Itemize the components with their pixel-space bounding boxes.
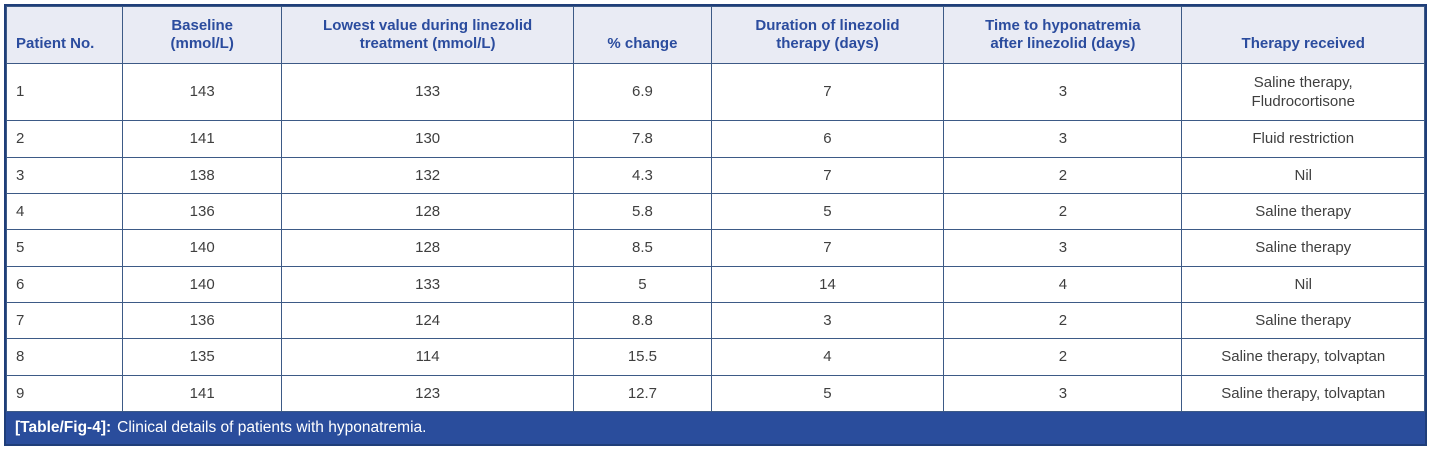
table-row: 6 140 133 5 14 4 Nil xyxy=(5,265,1425,304)
cell: 4 xyxy=(710,338,945,376)
cell: 3 xyxy=(710,302,945,340)
cell: 2 xyxy=(5,120,124,158)
table-row: 4 136 128 5.8 5 2 Saline therapy xyxy=(5,193,1425,231)
clinical-details-table-frame: Patient No. Baseline (mmol/L) Lowest value… xyxy=(4,4,1427,446)
cell: Nil xyxy=(1181,156,1425,195)
cell: 5.8 xyxy=(573,193,712,231)
column-header: Therapy received xyxy=(1181,6,1425,64)
table-row: 8 135 114 15.5 4 2 Saline therapy, tolvaptan xyxy=(5,338,1425,376)
table-row: 7 136 124 8.8 3 2 Saline therapy xyxy=(5,302,1425,340)
cell: 2 xyxy=(943,302,1183,340)
table-row: 2 141 130 7.8 6 3 Fluid restriction xyxy=(5,120,1425,158)
cell: 5 xyxy=(573,265,712,304)
cell: 136 xyxy=(122,193,283,231)
cell: 1 xyxy=(5,62,124,122)
cell: Saline therapy, Fludrocortisone xyxy=(1181,62,1425,122)
cell: 132 xyxy=(281,156,575,195)
cell: 3 xyxy=(943,120,1183,158)
cell: 7.8 xyxy=(573,120,712,158)
cell: 135 xyxy=(122,338,283,376)
cell: 7 xyxy=(710,156,945,195)
cell: 8.8 xyxy=(573,302,712,340)
cell: 9 xyxy=(5,374,124,413)
cell: 133 xyxy=(281,265,575,304)
cell: 15.5 xyxy=(573,338,712,376)
cell: 3 xyxy=(943,229,1183,267)
cell: 140 xyxy=(122,229,283,267)
column-header: Duration of linezolid therapy (days) xyxy=(710,6,945,64)
table-header: Patient No. Baseline (mmol/L) Lowest value… xyxy=(5,6,1425,64)
cell: 4.3 xyxy=(573,156,712,195)
cell: 6 xyxy=(710,120,945,158)
table-row: 9 141 123 12.7 5 3 Saline therapy, tolvaptan xyxy=(5,374,1425,413)
cell: 2 xyxy=(943,338,1183,376)
column-header: % change xyxy=(573,6,712,64)
cell: 8.5 xyxy=(573,229,712,267)
cell: Nil xyxy=(1181,265,1425,304)
cell: 3 xyxy=(943,62,1183,122)
cell: 138 xyxy=(122,156,283,195)
table-row: 3 138 132 4.3 7 2 Nil xyxy=(5,156,1425,195)
cell: 143 xyxy=(122,62,283,122)
column-header: Baseline (mmol/L) xyxy=(122,6,283,64)
cell: 4 xyxy=(943,265,1183,304)
caption-label: [Table/Fig-4]: xyxy=(15,419,112,437)
column-header: Time to hyponatremia after linezolid (da… xyxy=(943,6,1183,64)
cell: 114 xyxy=(281,338,575,376)
cell: 133 xyxy=(281,62,575,122)
cell: 7 xyxy=(710,62,945,122)
cell: 7 xyxy=(5,302,124,340)
cell: 12.7 xyxy=(573,374,712,413)
table-body: 1 143 133 6.9 7 3 Saline therapy, Fludrocortis… xyxy=(5,62,1425,413)
cell: 7 xyxy=(710,229,945,267)
cell: 140 xyxy=(122,265,283,304)
header-row: Patient No. Baseline (mmol/L) Lowest value… xyxy=(5,6,1425,64)
cell: Fluid restriction xyxy=(1181,120,1425,158)
cell: 141 xyxy=(122,120,283,158)
cell: Saline therapy, tolvaptan xyxy=(1181,374,1425,413)
table-row: 1 143 133 6.9 7 3 Saline therapy, Fludrocortis… xyxy=(5,62,1425,122)
cell: 5 xyxy=(710,193,945,231)
cell: Saline therapy, tolvaptan xyxy=(1181,338,1425,376)
cell: 5 xyxy=(710,374,945,413)
cell: 6.9 xyxy=(573,62,712,122)
cell: 3 xyxy=(943,374,1183,413)
cell: Saline therapy xyxy=(1181,193,1425,231)
column-header: Patient No. xyxy=(5,6,124,64)
clinical-details-table: Patient No. Baseline (mmol/L) Lowest value… xyxy=(5,6,1425,413)
cell: 124 xyxy=(281,302,575,340)
cell: 8 xyxy=(5,338,124,376)
cell: 128 xyxy=(281,193,575,231)
cell: Saline therapy xyxy=(1181,229,1425,267)
caption-text: Clinical details of patients with hypona… xyxy=(117,419,427,437)
cell: 4 xyxy=(5,193,124,231)
cell: Saline therapy xyxy=(1181,302,1425,340)
cell: 2 xyxy=(943,193,1183,231)
table-row: 5 140 128 8.5 7 3 Saline therapy xyxy=(5,229,1425,267)
caption-bar: [Table/Fig-4]: Clinical details of patie… xyxy=(6,412,1425,444)
cell: 136 xyxy=(122,302,283,340)
cell: 123 xyxy=(281,374,575,413)
cell: 2 xyxy=(943,156,1183,195)
cell: 6 xyxy=(5,265,124,304)
column-header: Lowest value during linezolid treatment … xyxy=(281,6,575,64)
cell: 128 xyxy=(281,229,575,267)
cell: 130 xyxy=(281,120,575,158)
cell: 141 xyxy=(122,374,283,413)
cell: 5 xyxy=(5,229,124,267)
cell: 3 xyxy=(5,156,124,195)
cell: 14 xyxy=(710,265,945,304)
